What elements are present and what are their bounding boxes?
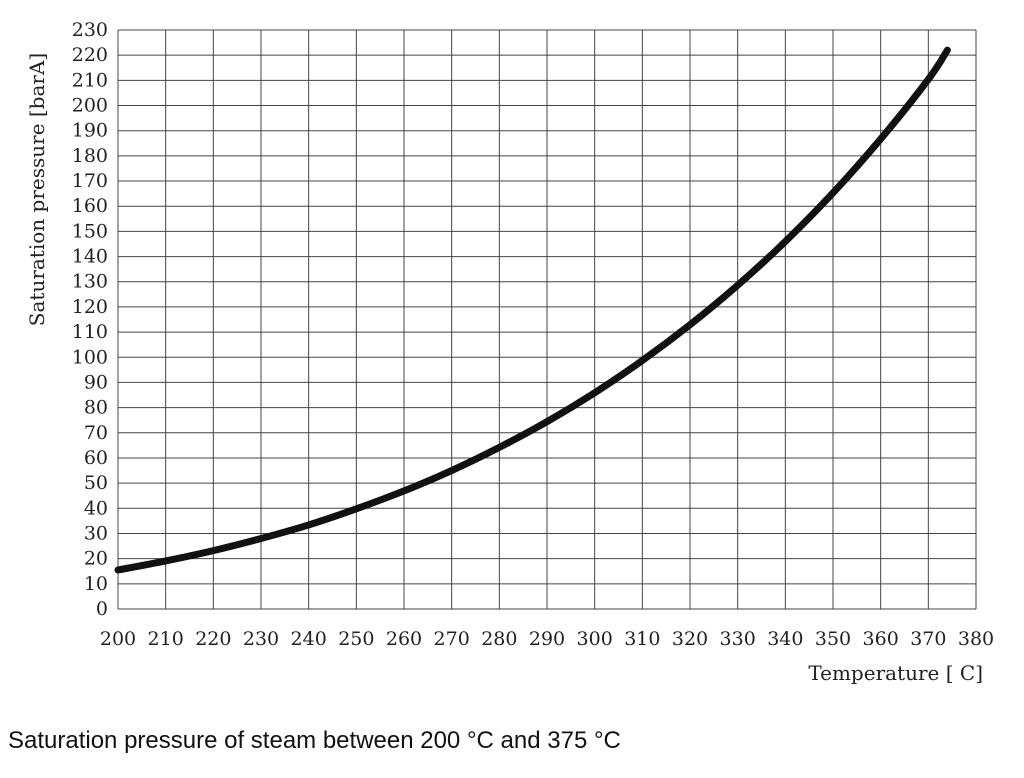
- y-tick-label: 220: [72, 44, 108, 66]
- y-tick-label: 0: [96, 598, 108, 620]
- chart-series: [114, 46, 951, 574]
- x-tick-label: 330: [720, 628, 756, 650]
- y-tick-label: 120: [72, 296, 108, 318]
- x-tick-label: 230: [243, 628, 279, 650]
- y-tick-label: 200: [72, 95, 108, 117]
- x-tick-label: 240: [291, 628, 327, 650]
- saturation-pressure-chart: 200 210 220 230 240 250 260 270 280 290 300 310 320 3…: [25, 19, 994, 685]
- y-tick-label: 170: [72, 170, 108, 192]
- y-tick-label: 230: [72, 19, 108, 41]
- y-tick-label: 70: [84, 422, 108, 444]
- y-tick-label: 150: [72, 220, 108, 242]
- figure-caption: Saturation pressure of steam between 200…: [8, 727, 621, 754]
- y-tick-label: 130: [72, 271, 108, 293]
- y-tick-label: 90: [84, 371, 108, 393]
- x-tick-label: 280: [481, 628, 517, 650]
- saturation-curve: [114, 46, 951, 574]
- x-tick-label: 250: [338, 628, 374, 650]
- x-tick-label: 290: [529, 628, 565, 650]
- y-tick-label: 30: [84, 522, 108, 544]
- y-tick-label: 110: [72, 321, 108, 343]
- x-tick-label: 320: [672, 628, 708, 650]
- y-tick-label: 80: [84, 397, 108, 419]
- y-tick-label: 160: [72, 195, 108, 217]
- y-tick-label: 180: [72, 145, 108, 167]
- x-tick-label: 260: [386, 628, 422, 650]
- x-axis-title: Temperature [ C]: [808, 661, 983, 685]
- x-tick-label: 270: [434, 628, 470, 650]
- x-tick-label: 300: [577, 628, 613, 650]
- y-tick-label: 100: [72, 346, 108, 368]
- y-tick-label: 190: [72, 120, 108, 142]
- x-tick-label: 310: [624, 628, 660, 650]
- y-axis-title: Saturation pressure [barA]: [25, 53, 49, 326]
- y-tick-label: 10: [84, 573, 108, 595]
- x-tick-label: 220: [195, 628, 231, 650]
- y-tick-label: 60: [84, 447, 108, 469]
- x-tick-labels: 200 210 220 230 240 250 260 270 280 290 300 310 320 3…: [100, 628, 994, 650]
- x-tick-label: 370: [910, 628, 946, 650]
- x-tick-label: 360: [863, 628, 899, 650]
- x-tick-label: 200: [100, 628, 136, 650]
- x-tick-label: 380: [958, 628, 994, 650]
- y-tick-label: 40: [84, 497, 108, 519]
- y-tick-label: 140: [72, 246, 108, 268]
- chart-grid: [117, 29, 977, 610]
- x-tick-label: 350: [815, 628, 851, 650]
- y-tick-label: 50: [84, 472, 108, 494]
- x-tick-label: 210: [148, 628, 184, 650]
- y-tick-label: 20: [84, 548, 108, 570]
- y-tick-labels: 0 10 20 30 40 50 60 70 80 90 100 110 120 130 140 150 160…: [72, 19, 108, 620]
- x-tick-label: 340: [767, 628, 803, 650]
- y-tick-label: 210: [72, 69, 108, 91]
